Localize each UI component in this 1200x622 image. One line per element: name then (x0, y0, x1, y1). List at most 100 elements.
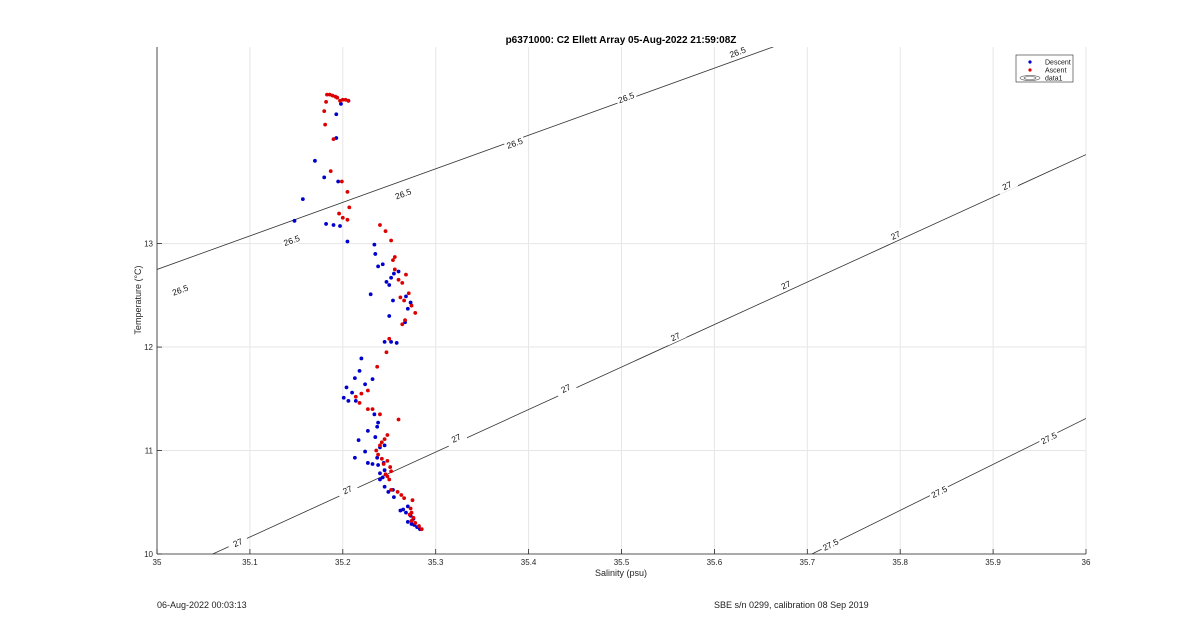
footer-timestamp: 06-Aug-2022 00:03:13 (157, 600, 247, 610)
ascent-point (383, 472, 388, 477)
ascent-point (376, 452, 381, 457)
legend-label: Ascent (1045, 68, 1066, 75)
ascent-point (408, 506, 413, 511)
descent-point (376, 463, 381, 467)
ascent-point (365, 407, 370, 412)
ascent-point (381, 462, 386, 466)
contour-label: 26 (163, 36, 175, 48)
ascent-point (335, 95, 340, 100)
ascent-point (399, 493, 404, 497)
contour-label-bg (884, 226, 907, 245)
contour-label-bg (503, 135, 526, 152)
ascent-point (396, 417, 401, 422)
descent-point (372, 412, 377, 417)
x-tick-label: 36 (1082, 558, 1091, 567)
contour-label-bg (726, 47, 749, 61)
descent-point (372, 242, 377, 247)
ascent-point (340, 97, 345, 102)
ascent-point (404, 272, 408, 277)
ascent-point (387, 477, 392, 482)
descent-point (376, 420, 381, 425)
contour-label-bg (615, 89, 638, 106)
descent-point (387, 283, 392, 287)
legend-marker (1028, 68, 1032, 72)
ascent-point (374, 448, 379, 453)
contour-label: 27 (341, 483, 354, 496)
ascent-point (385, 433, 390, 437)
contour-label-bg (169, 282, 192, 299)
ascent-point (378, 412, 382, 417)
descent-point (382, 339, 387, 344)
y-tick-label: 11 (145, 447, 154, 456)
ascent-point (409, 510, 414, 515)
descent-point (346, 398, 351, 403)
descent-point (341, 395, 346, 400)
ascent-point (345, 189, 350, 194)
descent-point (300, 197, 305, 202)
contour-label-bg (554, 379, 577, 398)
series-descent (292, 98, 422, 532)
descent-point (368, 292, 373, 297)
contour-line (212, 154, 1086, 554)
descent-point (389, 275, 394, 280)
contour-label-bg (336, 481, 359, 499)
ascent-point (417, 524, 421, 528)
contour-label-bg (819, 535, 842, 554)
x-tick-label: 35.7 (800, 558, 816, 567)
ascent-point (383, 229, 388, 234)
y-tick-label: 12 (144, 343, 153, 352)
contour-line (157, 47, 775, 270)
y-tick-label: 13 (144, 240, 153, 249)
contour-label: 27 (559, 382, 572, 395)
descent-point (365, 461, 370, 465)
descent-point (404, 294, 408, 299)
ascent-point (340, 215, 345, 220)
descent-point (401, 507, 406, 512)
ascent-point (391, 258, 395, 263)
descent-point (336, 179, 341, 184)
descent-point (384, 279, 389, 284)
chart-title: p6371000: C2 Ellett Array 05-Aug-2022 21… (506, 35, 737, 46)
ascent-point (419, 527, 424, 532)
ascent-point (379, 456, 384, 461)
descent-point (375, 455, 380, 460)
ascent-point (385, 458, 390, 463)
descent-point (386, 490, 391, 494)
x-tick-label: 35.3 (428, 558, 444, 567)
ascent-point (323, 122, 328, 127)
ascent-point (410, 498, 415, 503)
contour-label: 27 (450, 431, 463, 444)
x-tick-label: 35.1 (242, 558, 258, 567)
ascent-point (387, 336, 392, 341)
ascent-point (324, 99, 328, 104)
axes: 35 35.1 35.2 35.3 35.4 35.5 35.6 35.7 35.8 35.9 36… (144, 47, 1091, 567)
descent-point (382, 443, 387, 448)
descent-point (373, 435, 378, 439)
contour-label-bg (928, 483, 951, 501)
legend-box (1015, 54, 1074, 83)
descent-point (353, 398, 358, 403)
ascent-point (409, 303, 414, 308)
descent-point (352, 455, 357, 460)
ascent-point (395, 490, 400, 494)
legend-contour-icon (1023, 76, 1037, 80)
ascent-point (384, 350, 389, 355)
descent-point (339, 102, 343, 106)
ascent-point (382, 437, 387, 442)
contour-label: 27 (1001, 179, 1014, 192)
ascent-point (400, 322, 405, 327)
contour-label-bg (158, 47, 181, 50)
ascent-point (413, 521, 418, 525)
contour-label: 26.5 (617, 90, 636, 105)
y-axis-label: Temperature (°C) (133, 265, 143, 334)
descent-point (378, 471, 382, 476)
ascent-point (322, 109, 327, 114)
ascent-point (365, 388, 370, 393)
legend-label: data1 (1045, 76, 1063, 83)
descent-point (394, 341, 399, 345)
contour-label-bg (226, 533, 249, 552)
contour-label: 27 (231, 536, 244, 549)
descent-point (375, 424, 380, 429)
ascent-point (378, 443, 382, 448)
